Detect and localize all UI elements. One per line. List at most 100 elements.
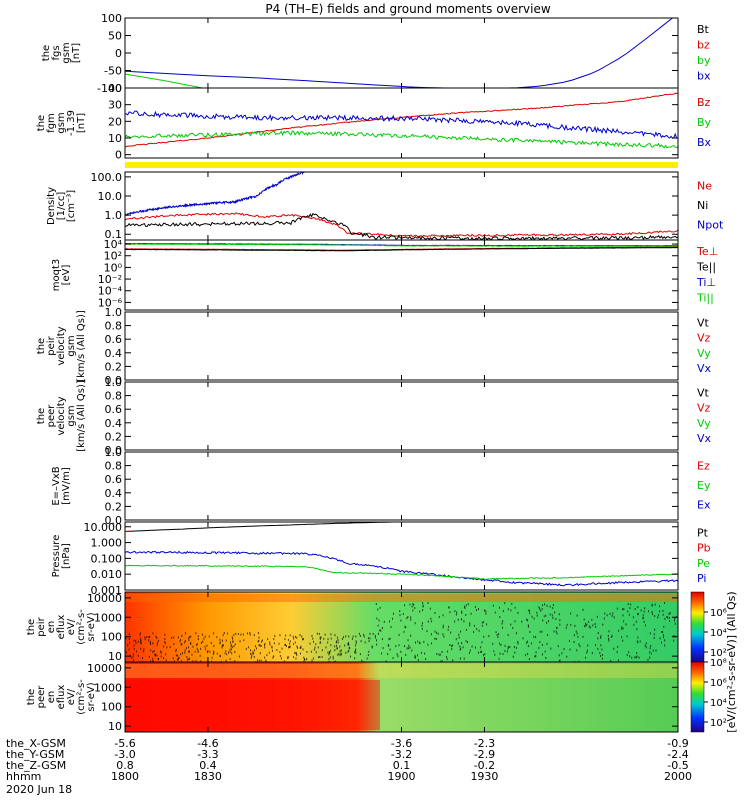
speckle xyxy=(517,640,519,643)
speckle xyxy=(554,611,556,614)
speckle xyxy=(611,614,613,617)
speckle xyxy=(152,657,154,660)
speckle xyxy=(473,624,475,627)
speckle xyxy=(285,643,287,646)
speckle xyxy=(273,655,275,658)
speckle xyxy=(511,602,513,605)
speckle xyxy=(591,652,593,655)
speckle xyxy=(397,655,399,658)
speckle xyxy=(587,644,589,647)
speckle xyxy=(457,642,459,645)
noise-speckle xyxy=(125,602,678,662)
speckle xyxy=(644,624,646,627)
speckle xyxy=(514,620,516,623)
speckle xyxy=(550,647,552,650)
speckle xyxy=(461,610,463,613)
speckle xyxy=(529,612,531,615)
speckle xyxy=(318,632,320,635)
speckle xyxy=(216,636,218,639)
xaxis-value: -0.2 xyxy=(474,759,495,772)
speckle xyxy=(188,650,190,653)
speckle xyxy=(662,613,664,616)
speckle xyxy=(498,633,500,636)
speckle xyxy=(535,654,537,657)
speckle xyxy=(568,639,570,642)
speckle xyxy=(427,620,429,623)
speckle xyxy=(654,603,656,606)
speckle xyxy=(426,630,428,633)
speckle xyxy=(625,623,627,626)
ytick-label: 10⁻⁶ xyxy=(98,296,123,309)
speckle xyxy=(409,646,411,649)
speckle xyxy=(528,658,530,661)
speckle xyxy=(157,639,159,642)
speckle xyxy=(257,632,259,635)
ylabel-line: fgs xyxy=(51,45,62,60)
speckle xyxy=(673,619,675,622)
speckle xyxy=(512,626,514,629)
speckle xyxy=(538,646,540,649)
speckle xyxy=(517,642,519,645)
ylabel-line: peir xyxy=(36,616,47,636)
mode-indicator-bar xyxy=(125,162,678,168)
speckle xyxy=(559,619,561,622)
speckle xyxy=(303,658,305,661)
speckle xyxy=(171,636,173,639)
speckle xyxy=(488,635,490,638)
speckle xyxy=(347,641,349,644)
series-fgm-2 xyxy=(125,110,678,139)
speckle xyxy=(477,608,479,611)
speckle xyxy=(663,636,665,639)
speckle xyxy=(411,649,413,652)
colorbar-gradient xyxy=(690,591,705,663)
speckle xyxy=(663,602,665,605)
speckle xyxy=(342,636,344,639)
panel-frame xyxy=(124,521,679,591)
speckle xyxy=(597,647,599,650)
xaxis-row-label: the_Z-GSM xyxy=(6,759,66,772)
speckle xyxy=(442,624,444,627)
speckle xyxy=(535,651,537,654)
speckle xyxy=(355,648,357,651)
speckle xyxy=(547,633,549,636)
panel-frame xyxy=(124,451,679,521)
speckle xyxy=(306,658,308,661)
speckle xyxy=(507,647,509,650)
speckle xyxy=(604,612,606,615)
ylabel-line: eflux xyxy=(56,615,67,640)
speckle xyxy=(299,652,301,655)
ylabel-line: the xyxy=(36,408,47,424)
speckle xyxy=(371,645,373,648)
speckle xyxy=(148,655,150,658)
speckle xyxy=(419,642,421,645)
speckle xyxy=(376,617,378,620)
high-energy-band xyxy=(125,594,678,602)
speckle xyxy=(546,642,548,645)
ytick-label: 10⁻² xyxy=(98,273,122,286)
speckle xyxy=(222,643,224,646)
speckle xyxy=(634,607,636,610)
ytick-label: 10 xyxy=(108,720,122,733)
speckle xyxy=(626,635,628,638)
speckle xyxy=(252,650,254,653)
speckle xyxy=(177,636,179,639)
speckle xyxy=(526,641,528,644)
speckle xyxy=(454,610,456,613)
speckle xyxy=(464,605,466,608)
speckle xyxy=(148,636,150,639)
speckle xyxy=(617,659,619,662)
speckle xyxy=(260,644,262,647)
speckle xyxy=(601,657,603,660)
speckle xyxy=(192,645,194,648)
speckle xyxy=(406,647,408,650)
speckle xyxy=(528,625,530,628)
speckle xyxy=(573,634,575,637)
speckle xyxy=(642,617,644,620)
ytick-label: 0 xyxy=(115,47,122,60)
speckle xyxy=(668,613,670,616)
ylabel-line: gsm xyxy=(66,405,77,426)
speckle xyxy=(447,628,449,631)
speckle xyxy=(504,644,506,647)
